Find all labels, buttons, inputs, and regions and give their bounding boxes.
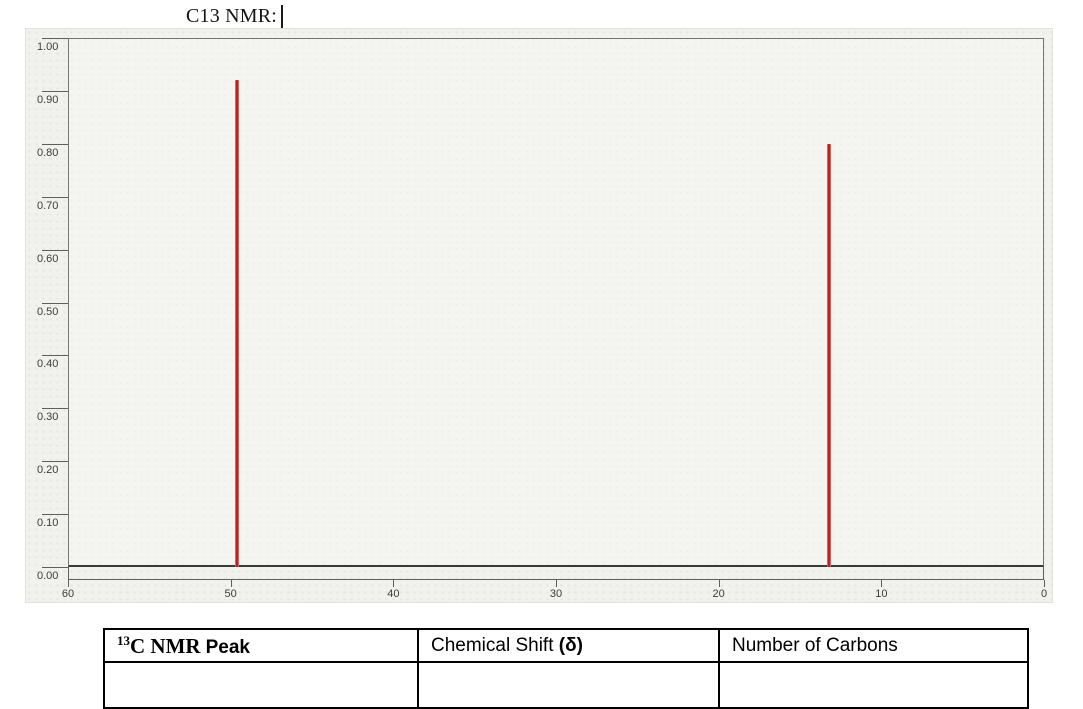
- y-tick-label: 0.90: [37, 93, 59, 106]
- table-data-row: [103, 661, 1029, 709]
- y-tick-label: 1.00: [37, 41, 59, 53]
- x-axis-line: [68, 567, 1044, 580]
- x-tick-label: 30: [549, 588, 563, 600]
- header-13c-label: 13C NMR: [117, 632, 201, 658]
- y-tick-mark: [42, 90, 68, 92]
- y-tick-mark: [42, 196, 68, 198]
- chart-title: C13 NMR:: [186, 3, 284, 29]
- y-tick-label: 0.50: [37, 305, 59, 318]
- header-nmr-peak: 13C NMR Peak: [103, 628, 419, 663]
- chart-title-text[interactable]: C13 NMR:: [186, 4, 278, 27]
- y-tick-mark: [42, 461, 68, 463]
- cell-chemical-shift[interactable]: [417, 661, 720, 709]
- x-tick-mark: [393, 580, 395, 587]
- y-tick-mark: [42, 408, 68, 410]
- y-tick-label: 0.40: [37, 358, 59, 371]
- y-tick-mark: [42, 355, 68, 357]
- y-tick-label: 0.60: [37, 252, 59, 265]
- y-tick-mark: [42, 143, 68, 145]
- x-tick-label: 0: [1040, 588, 1048, 600]
- y-tick-label: 0.00: [37, 570, 59, 582]
- x-tick-mark: [556, 580, 557, 587]
- nmr-peak-line: [235, 80, 240, 567]
- nmr-peak-table: 13C NMR Peak Chemical Shift (δ) Number of…: [103, 628, 1029, 709]
- y-tick-label: 0.70: [37, 199, 59, 212]
- nmr-peak-line: [827, 143, 832, 567]
- plot-area: [68, 38, 1044, 567]
- x-tick-label: 60: [61, 588, 75, 600]
- x-tick-mark: [230, 580, 232, 587]
- y-tick-mark: [42, 302, 68, 304]
- x-tick-mark: [1044, 580, 1045, 587]
- delta-symbol: (δ): [558, 634, 583, 656]
- x-tick-label: 40: [387, 588, 400, 600]
- x-tick-label: 10: [875, 588, 888, 600]
- x-tick-label: 50: [224, 588, 237, 600]
- header-chemical-shift: Chemical Shift (δ): [417, 628, 720, 663]
- y-tick-label: 0.80: [37, 146, 59, 159]
- y-tick-label: 0.30: [37, 411, 59, 424]
- x-tick-mark: [718, 580, 720, 587]
- cell-nmr-peak[interactable]: [103, 661, 419, 709]
- y-tick-label: 0.20: [37, 464, 59, 477]
- y-tick-mark: [42, 38, 68, 39]
- y-tick-mark: [42, 249, 68, 251]
- text-cursor: [281, 4, 284, 28]
- table-header-row: 13C NMR Peak Chemical Shift (δ) Number of…: [103, 628, 1029, 663]
- y-tick-label: 0.10: [37, 517, 59, 530]
- y-tick-mark: [42, 567, 68, 568]
- chart-panel: 1.00 0.90 0.80 0.70 0.60 0.50 0.40 0.30 0.20 0.10…: [25, 28, 1053, 603]
- x-tick-label: 20: [712, 588, 725, 600]
- y-tick-mark: [42, 514, 68, 516]
- cell-number-of-carbons[interactable]: [718, 661, 1029, 709]
- x-tick-mark: [881, 580, 883, 587]
- header-number-of-carbons: Number of Carbons: [718, 628, 1029, 663]
- x-tick-mark: [68, 580, 69, 587]
